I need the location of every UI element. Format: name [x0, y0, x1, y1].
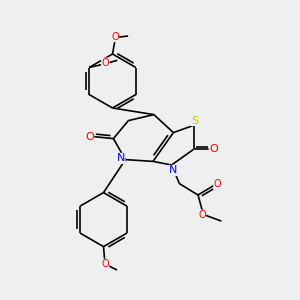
Text: N: N [169, 165, 177, 176]
Text: O: O [85, 131, 94, 142]
Text: O: O [214, 179, 221, 189]
Text: O: O [101, 259, 109, 269]
Text: S: S [191, 116, 198, 126]
Text: O: O [101, 58, 109, 68]
Text: O: O [198, 210, 206, 220]
Text: N: N [116, 153, 125, 164]
Text: O: O [111, 32, 119, 42]
Text: O: O [209, 144, 218, 154]
